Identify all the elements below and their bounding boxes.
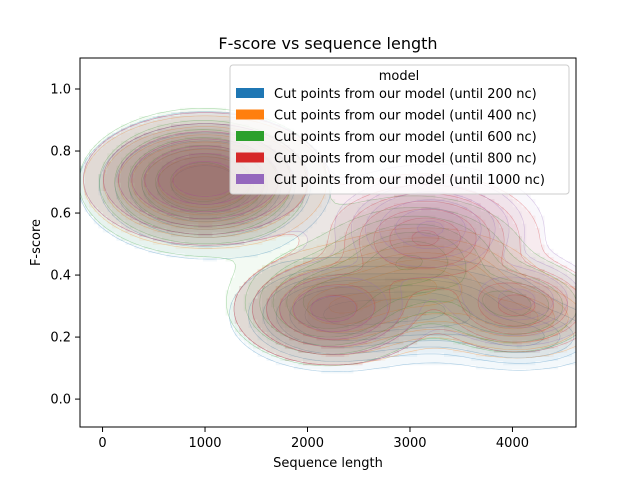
y-tick-label: 0.0 <box>50 393 71 408</box>
legend-entry-label: Cut points from our model (until 600 nc) <box>274 130 537 145</box>
density-fill <box>84 116 576 366</box>
density-contour <box>144 145 536 332</box>
density-fill <box>171 165 445 324</box>
density-fill <box>171 165 436 316</box>
density-fill <box>98 120 576 353</box>
x-axis-label: Sequence length <box>273 456 383 471</box>
legend-swatch <box>236 152 264 163</box>
density-contour <box>144 145 536 332</box>
density-fill <box>116 128 563 345</box>
y-tick-label: 0.4 <box>50 269 71 284</box>
x-tick-label: 2000 <box>291 436 324 451</box>
legend-swatch <box>236 88 264 98</box>
x-tick-label: 3000 <box>393 436 426 451</box>
density-fill <box>143 149 545 349</box>
density-fill <box>157 153 463 324</box>
x-axis: 0 1000 2000 3000 4000 <box>98 427 529 451</box>
density-contour <box>99 120 576 355</box>
legend-swatch <box>236 174 264 184</box>
density-contour <box>144 148 539 333</box>
y-tick-label: 1.0 <box>50 83 71 98</box>
density-fill <box>143 149 540 333</box>
density-fill <box>171 161 440 245</box>
density-fill <box>102 124 576 357</box>
legend: model Cut points from our model (until 2… <box>229 64 570 195</box>
legend-swatch <box>236 131 264 141</box>
legend-box <box>229 64 570 195</box>
chart-title: F-score vs sequence length <box>218 34 437 53</box>
density-contour <box>131 138 554 340</box>
density-contour <box>156 156 471 334</box>
density-contour <box>131 138 554 340</box>
x-tick-label: 0 <box>98 436 106 451</box>
y-axis: 0.0 0.2 0.4 0.6 0.8 1.0 <box>50 83 80 408</box>
y-tick-label: 0.6 <box>50 207 71 222</box>
legend-entry-label: Cut points from our model (until 1000 nc… <box>274 173 545 188</box>
x-tick-label: 1000 <box>188 436 221 451</box>
x-tick-label: 4000 <box>496 436 529 451</box>
legend-entry-label: Cut points from our model (until 800 nc) <box>274 152 537 167</box>
density-contour <box>158 153 461 322</box>
density-fill <box>116 136 568 349</box>
legend-swatch <box>236 109 264 120</box>
legend-title: model <box>379 69 419 84</box>
density-contour <box>118 134 569 348</box>
y-tick-label: 0.2 <box>50 331 71 346</box>
legend-entry-label: Cut points from our model (until 200 nc) <box>274 87 537 102</box>
density-fill <box>116 132 568 349</box>
plot-frame <box>79 57 577 428</box>
y-axis-label: F-score <box>29 219 44 266</box>
density-fill <box>98 124 576 366</box>
legend-entries: Cut points from our model (until 200 nc)… <box>236 87 545 188</box>
density-contour <box>142 148 545 347</box>
density-fill <box>80 107 576 366</box>
density-contour <box>141 145 532 329</box>
density-contour <box>172 164 438 314</box>
density-fill <box>157 157 463 324</box>
density-fill <box>102 128 576 357</box>
density-fill <box>157 153 449 320</box>
density-fill <box>157 157 472 333</box>
legend-entry-label: Cut points from our model (until 400 nc) <box>274 109 537 124</box>
density-fill <box>80 111 576 374</box>
density-contour <box>114 129 564 346</box>
density-contour <box>131 141 555 341</box>
y-tick-label: 0.8 <box>50 145 71 160</box>
density-contour <box>158 153 466 322</box>
density-fill <box>171 161 445 237</box>
density-fill <box>157 153 468 324</box>
